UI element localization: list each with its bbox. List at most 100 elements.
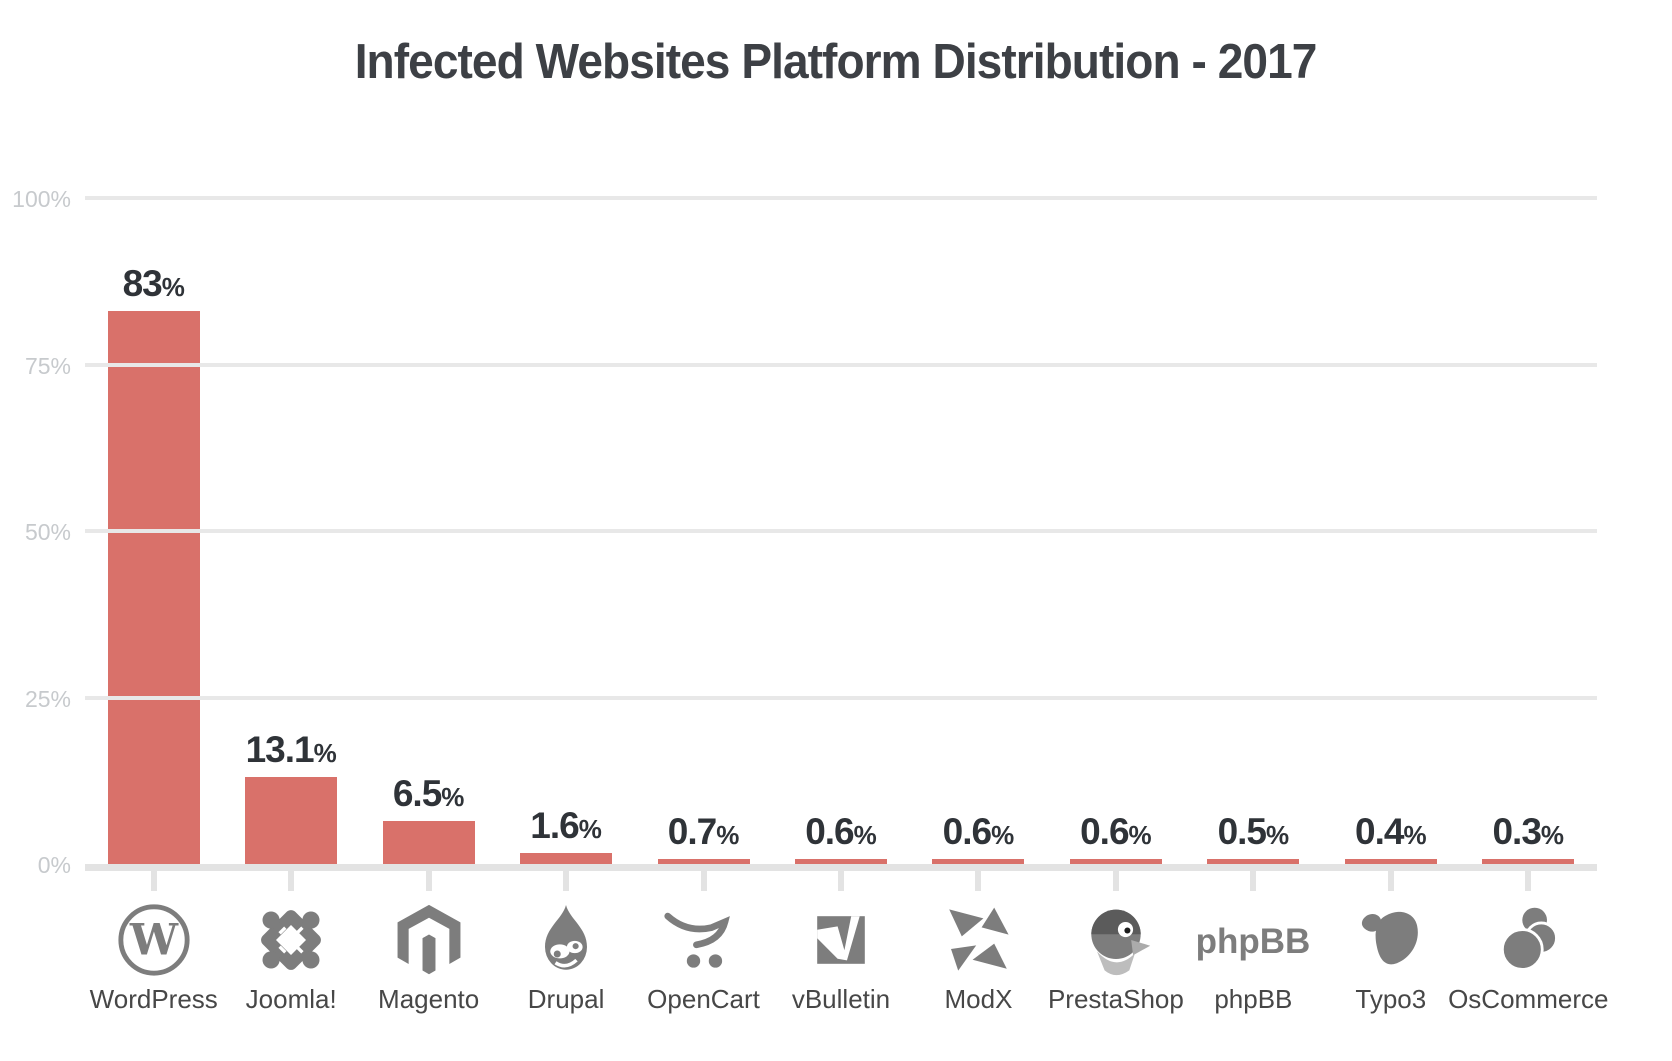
value-label: 6.5% — [393, 775, 465, 812]
value-number: 0.5 — [1217, 811, 1267, 852]
category-label: Magento — [378, 984, 480, 1014]
bar-column-oscommerce: 0.3% — [1460, 198, 1597, 864]
joomla-icon — [253, 896, 329, 984]
category-column-oscommerce: OsCommerce — [1448, 871, 1608, 1015]
x-axis-line — [85, 864, 1597, 871]
value-percent-sign: % — [853, 820, 877, 850]
value-label: 83% — [123, 265, 185, 302]
bar-column-phpbb: 0.5% — [1185, 198, 1322, 864]
magento-icon — [392, 896, 466, 984]
category-column-joomla: Joomla! — [222, 871, 359, 1015]
x-axis-area: W WordPress Joomla! Magento Drupal OpenC… — [85, 871, 1608, 1015]
wordpress-icon: W — [115, 896, 193, 984]
value-percent-sign: % — [716, 820, 740, 850]
modx-icon — [942, 896, 1014, 984]
category-label: vBulletin — [791, 984, 891, 1014]
value-label: 0.3% — [1492, 813, 1564, 850]
vbulletin-icon — [807, 896, 875, 984]
value-label: 0.6% — [1080, 813, 1152, 850]
axis-tick — [288, 871, 295, 891]
y-axis-label: 25% — [24, 685, 71, 712]
category-column-phpbb: phpBB phpBB — [1185, 871, 1322, 1015]
value-percent-sign: % — [313, 737, 337, 768]
plot-area: 83% 13.1% 6.5% 1.6% 0.7% 0.6% 0.6% 0.6% … — [12, 186, 1597, 878]
category-label: phpBB — [1214, 984, 1293, 1014]
category-label: OsCommerce — [1448, 984, 1609, 1014]
value-percent-sign: % — [1266, 820, 1290, 850]
value-label: 0.4% — [1355, 813, 1427, 850]
category-label: ModX — [944, 984, 1013, 1014]
bar-drupal — [520, 853, 613, 864]
value-percent-sign: % — [1403, 820, 1427, 850]
gridline-100 — [85, 196, 1597, 200]
page-title: Infected Websites Platform Distribution … — [0, 34, 1672, 90]
value-percent-sign: % — [161, 272, 185, 303]
category-label: Joomla! — [245, 984, 337, 1014]
bar-column-drupal: 1.6% — [497, 198, 634, 864]
gridline-75 — [85, 362, 1597, 367]
bar-column-opencart: 0.7% — [635, 198, 772, 864]
bar-opencart — [657, 859, 750, 864]
axis-tick — [975, 871, 982, 891]
axis-tick — [1250, 871, 1257, 891]
value-number: 0.4 — [1355, 811, 1404, 852]
bar-column-joomla: 13.1% — [222, 198, 359, 864]
value-number: 83 — [122, 263, 163, 305]
axis-tick — [1387, 871, 1394, 891]
plot-columns: 83% 13.1% 6.5% 1.6% 0.7% 0.6% 0.6% 0.6% … — [85, 198, 1597, 864]
axis-tick — [563, 871, 570, 891]
category-column-vbulletin: vBulletin — [772, 871, 909, 1015]
oscommerce-icon — [1490, 896, 1566, 984]
y-axis-label: 50% — [24, 519, 71, 545]
chart-title-text: Infected Websites Platform Distribution … — [355, 35, 1318, 89]
bar-oscommerce — [1482, 859, 1575, 864]
value-number: 0.7 — [667, 811, 717, 852]
value-percent-sign: % — [991, 820, 1015, 850]
bar-magento — [382, 820, 475, 864]
typo3-icon — [1355, 896, 1427, 984]
axis-tick — [1525, 871, 1532, 891]
value-percent-sign: % — [1128, 820, 1152, 850]
bar-column-modx: 0.6% — [910, 198, 1047, 864]
bar-modx — [932, 859, 1025, 864]
bar-phpbb — [1207, 859, 1300, 864]
value-number: 0.6 — [805, 811, 854, 852]
bar-typo3 — [1344, 859, 1437, 864]
y-axis-label: 0% — [37, 852, 71, 878]
gridline-50 — [85, 529, 1597, 533]
value-number: 0.6 — [1080, 811, 1129, 852]
category-column-wordpress: W WordPress — [85, 871, 222, 1015]
value-label: 13.1% — [246, 731, 337, 768]
value-number: 0.3 — [1492, 811, 1541, 852]
bar-column-typo3: 0.4% — [1322, 198, 1459, 864]
svg-text:W: W — [129, 916, 179, 966]
category-label: Drupal — [527, 984, 605, 1014]
category-column-drupal: Drupal — [497, 871, 634, 1015]
value-label: 0.6% — [805, 813, 877, 850]
axis-tick — [700, 871, 707, 891]
value-label: 0.6% — [943, 813, 1015, 850]
gridline-25 — [85, 695, 1597, 700]
value-label: 0.7% — [668, 813, 740, 850]
value-percent-sign: % — [441, 781, 465, 812]
value-label: 0.5% — [1218, 813, 1290, 850]
bar-vbulletin — [794, 859, 887, 864]
value-percent-sign: % — [1540, 820, 1565, 850]
bar-column-magento: 6.5% — [360, 198, 497, 864]
category-label: WordPress — [89, 984, 218, 1014]
category-column-magento: Magento — [360, 871, 497, 1015]
axis-tick — [1112, 871, 1119, 891]
phpbb-icon: phpBB — [1183, 896, 1323, 984]
axis-tick — [425, 871, 432, 891]
bar-joomla — [245, 776, 338, 864]
prestashop-icon — [1078, 896, 1154, 984]
value-label: 1.6% — [530, 807, 602, 844]
value-number: 6.5 — [392, 772, 442, 814]
bar-prestashop — [1069, 859, 1162, 864]
bar-column-vbulletin: 0.6% — [772, 198, 909, 864]
bar-wordpress — [107, 311, 200, 864]
category-column-opencart: OpenCart — [635, 871, 772, 1015]
category-label: Typo3 — [1355, 984, 1427, 1014]
category-column-typo3: Typo3 — [1322, 871, 1459, 1015]
